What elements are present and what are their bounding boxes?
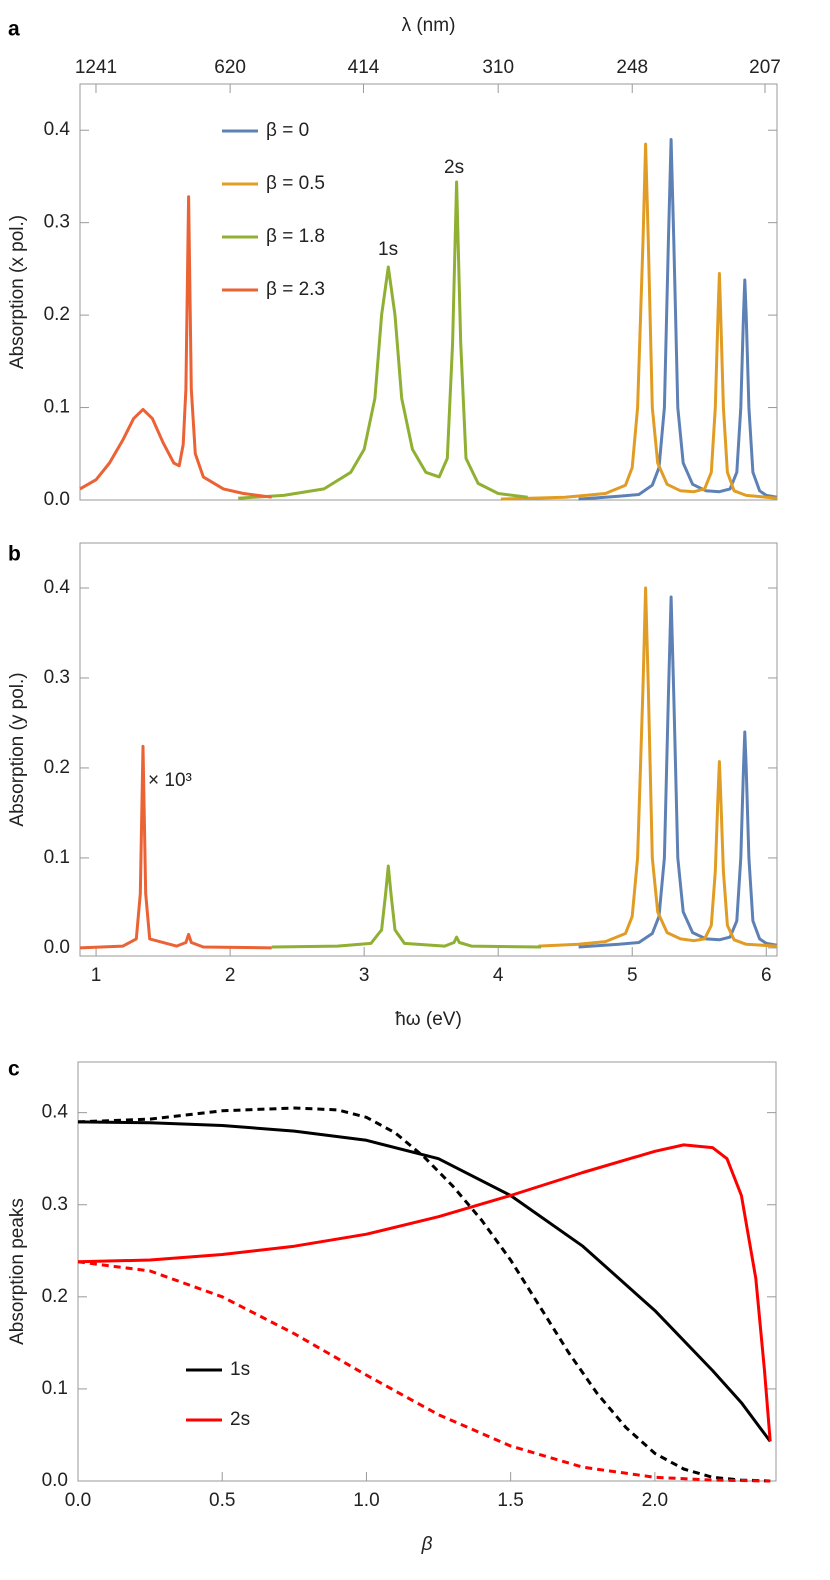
y-axis-title: Absorption (y pol.) xyxy=(7,672,28,826)
x2-tick-label: 1241 xyxy=(75,57,117,78)
y-tick-label: 0.4 xyxy=(42,1102,69,1123)
x2-tick-label: 248 xyxy=(616,57,648,78)
x-tick-label: 4 xyxy=(493,965,504,986)
series-line xyxy=(77,1143,772,1442)
series-line xyxy=(538,586,778,948)
x-tick-label: 5 xyxy=(627,965,638,986)
series-line xyxy=(77,1106,771,1483)
plot-frame xyxy=(79,83,778,501)
y-tick-label: 0.0 xyxy=(42,1470,68,1491)
annotation: × 10³ xyxy=(148,770,192,791)
x-tick-label: 0.0 xyxy=(65,1490,91,1511)
series-line xyxy=(500,142,778,501)
y-tick-label: 0.0 xyxy=(44,489,70,510)
x2-tick-label: 207 xyxy=(749,57,781,78)
y-tick-label: 0.3 xyxy=(44,212,70,233)
plot-frame xyxy=(79,542,778,957)
plot-frame xyxy=(77,1061,777,1482)
annotation: 1s xyxy=(378,239,398,260)
x-tick-label: 1 xyxy=(91,965,102,986)
legend-label: 2s xyxy=(230,1409,250,1430)
series-line xyxy=(578,595,778,949)
y-tick-label: 0.3 xyxy=(44,667,70,688)
y-tick-label: 0.0 xyxy=(44,937,70,958)
legend-label: β = 1.8 xyxy=(266,226,325,247)
legend-label: β = 0 xyxy=(266,120,309,141)
y-tick-label: 0.3 xyxy=(42,1194,68,1215)
y-tick-label: 0.1 xyxy=(44,847,70,868)
y-tick-label: 0.4 xyxy=(44,119,71,140)
legend-label: β = 2.3 xyxy=(266,279,325,300)
x-tick-label: 6 xyxy=(761,965,772,986)
x-tick-label: 2.0 xyxy=(642,1490,668,1511)
x-tick-label: 2 xyxy=(225,965,236,986)
x2-tick-label: 414 xyxy=(348,57,380,78)
legend-label: 1s xyxy=(230,1359,250,1380)
x-axis-title: β xyxy=(421,1534,433,1555)
series-line xyxy=(77,1260,771,1483)
y-tick-label: 0.1 xyxy=(44,397,70,418)
x-tick-label: 0.5 xyxy=(209,1490,235,1511)
x2-axis-title: λ (nm) xyxy=(402,15,456,36)
series-line xyxy=(238,180,528,500)
series-line xyxy=(79,744,272,950)
panel-label: c xyxy=(8,1058,20,1081)
x-tick-label: 1.5 xyxy=(497,1490,523,1511)
y-axis-title: Absorption peaks xyxy=(7,1198,28,1345)
y-tick-label: 0.2 xyxy=(44,757,70,778)
panel-label: a xyxy=(8,18,20,41)
x-tick-label: 1.0 xyxy=(353,1490,379,1511)
legend-label: β = 0.5 xyxy=(266,173,325,194)
panel-label: b xyxy=(8,543,21,566)
y-tick-label: 0.1 xyxy=(42,1378,68,1399)
x2-tick-label: 310 xyxy=(482,57,514,78)
y-tick-label: 0.4 xyxy=(44,577,71,598)
x-axis-title: ħω (eV) xyxy=(395,1009,462,1030)
series-line xyxy=(79,195,272,499)
series-line xyxy=(578,138,778,501)
y-tick-label: 0.2 xyxy=(42,1286,68,1307)
y-tick-label: 0.2 xyxy=(44,304,70,325)
annotation: 2s xyxy=(444,157,464,178)
series-line xyxy=(77,1120,772,1443)
x2-tick-label: 620 xyxy=(214,57,246,78)
x-tick-label: 3 xyxy=(359,965,370,986)
y-axis-title: Absorption (x pol.) xyxy=(7,215,28,369)
series-line xyxy=(271,864,542,949)
